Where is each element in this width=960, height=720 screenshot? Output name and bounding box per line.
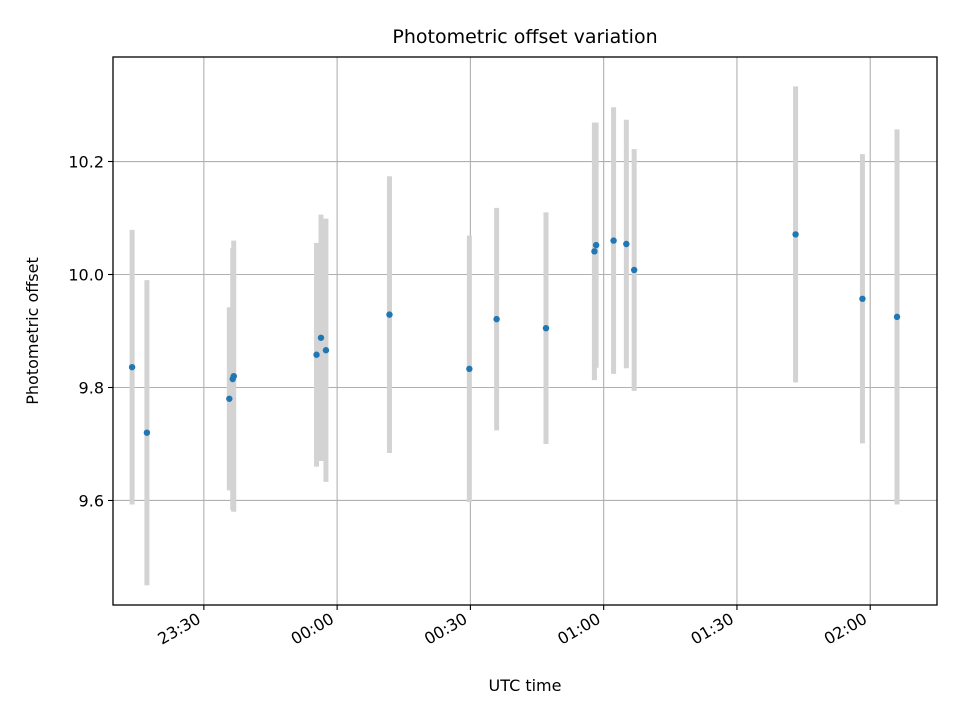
x-tick-label: 23:30: [154, 609, 203, 649]
x-tick-label: 00:30: [421, 609, 470, 649]
data-point: [591, 248, 598, 255]
data-point: [226, 395, 233, 402]
point-layer: [128, 231, 901, 436]
data-point: [610, 237, 617, 244]
data-point: [143, 429, 151, 436]
grid-layer: [113, 57, 937, 605]
x-tick-label: 01:00: [554, 609, 603, 649]
data-point: [542, 324, 550, 332]
data-point: [386, 311, 393, 318]
data-point: [623, 240, 630, 248]
x-tick-label: 00:00: [288, 609, 337, 649]
data-point: [792, 231, 799, 238]
data-point: [630, 266, 638, 274]
y-tick-label: 9.6: [79, 491, 104, 510]
y-tick-label: 10.2: [68, 153, 104, 172]
data-point: [893, 313, 901, 321]
data-point: [493, 315, 500, 323]
data-point: [592, 241, 600, 249]
data-point: [317, 334, 325, 341]
y-axis-title: Photometric offset: [23, 257, 42, 405]
data-point: [322, 347, 330, 354]
data-point: [466, 365, 473, 373]
plot-frame: [112, 56, 938, 606]
y-tick-label: 9.8: [79, 378, 104, 397]
x-tick-label: 02:00: [821, 609, 870, 649]
data-point: [230, 372, 237, 380]
data-point: [128, 363, 136, 371]
chart-title: Photometric offset variation: [392, 26, 657, 48]
x-tick-label: 01:30: [688, 609, 737, 649]
x-axis-title: UTC time: [489, 676, 562, 695]
y-tick-label: 10.0: [68, 266, 104, 285]
data-point: [859, 295, 866, 302]
data-point: [313, 351, 320, 358]
